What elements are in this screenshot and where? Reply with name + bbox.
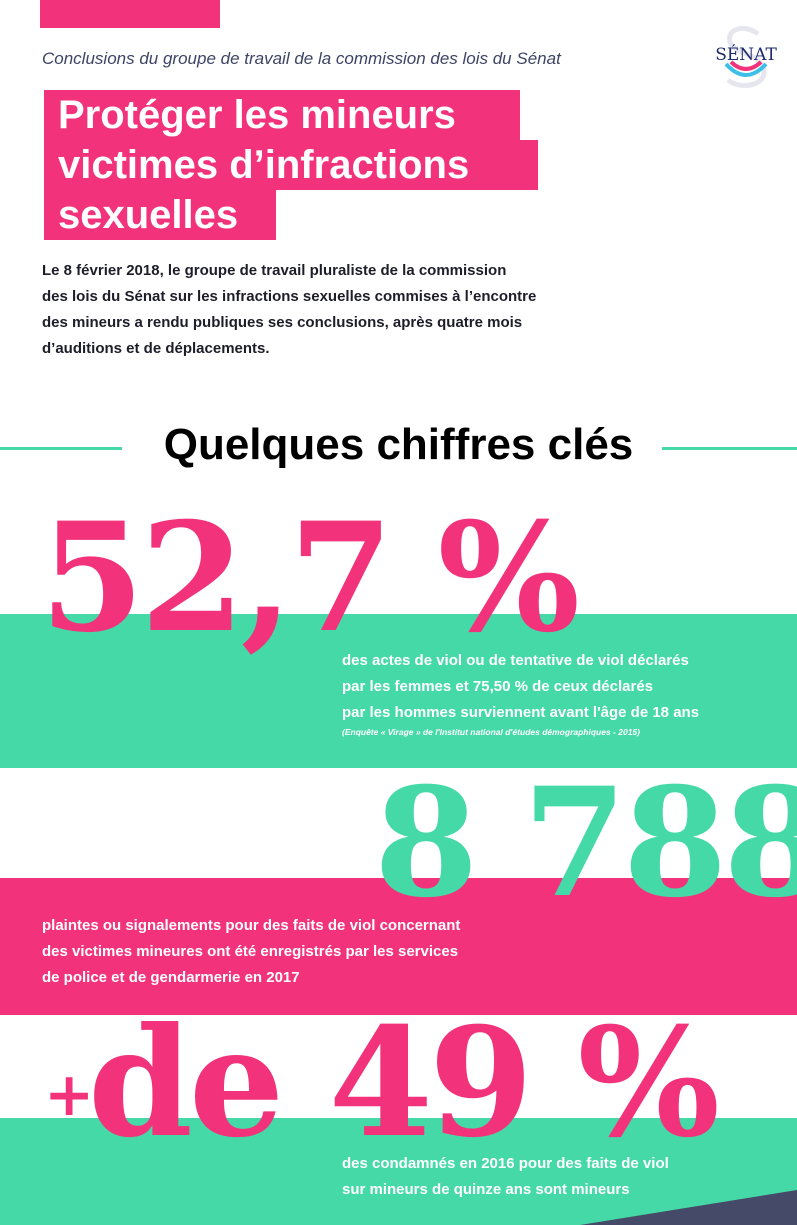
stat-3-band [0, 1118, 797, 1225]
stat-3-prefix: + [44, 1060, 95, 1130]
heading-rule-right [662, 447, 797, 450]
intro-paragraph: Le 8 février 2018, le groupe de travail … [42, 258, 536, 362]
heading-rule-left [0, 447, 122, 450]
stat-2-band [0, 878, 797, 1015]
stat-2-line: de police et de gendarmerie en 2017 [42, 969, 300, 986]
stat-2-line: plaintes ou signalements pour des faits … [42, 917, 461, 934]
subtitle: Conclusions du groupe de travail de la c… [42, 49, 561, 68]
stat-3-value: de 49 % [88, 995, 720, 1171]
top-accent-bar [40, 0, 220, 28]
stat-2-text: plaintes ou signalements pour des faits … [42, 913, 460, 991]
stat-3-text: des condamnés en 2016 pour des faits de … [342, 1151, 669, 1203]
svg-text:SÉNAT: SÉNAT [715, 44, 777, 65]
intro-line: d’auditions et de déplacements. [42, 340, 270, 357]
intro-line: Le 8 février 2018, le groupe de travail … [42, 262, 507, 279]
stat-3-line: sur mineurs de quinze ans sont mineurs [342, 1181, 630, 1198]
title-line-3: sexuelles [44, 190, 276, 240]
stat-1-source: (Enquête « Virage » de l'Institut nation… [342, 727, 640, 737]
intro-line: des lois du Sénat sur les infractions se… [42, 288, 537, 305]
senat-logo-icon: SÉNAT [715, 25, 777, 88]
section-heading: Quelques chiffres clés [163, 420, 634, 469]
stat-1-band [0, 614, 797, 768]
stat-1-line: par les hommes surviennent avant l'âge d… [342, 704, 700, 721]
title-line-1: Protéger les mineurs [44, 90, 520, 140]
title-line-2: victimes d’infractions [44, 140, 538, 190]
stat-1-value: 52,7 % [40, 490, 580, 666]
stat-2-value: 8 788 [374, 755, 797, 931]
intro-line: des mineurs a rendu publiques ses conclu… [42, 314, 523, 331]
stat-1-text: des actes de viol ou de tentative de vio… [342, 648, 699, 738]
stat-1-line: par les femmes et 75,50 % de ceux déclar… [342, 678, 654, 695]
stat-1-line: des actes de viol ou de tentative de vio… [342, 652, 689, 669]
stat-3-line: des condamnés en 2016 pour des faits de … [342, 1155, 669, 1172]
senat-logo: SÉNAT [706, 24, 786, 94]
stat-2-line: des victimes mineures ont été enregistré… [42, 943, 459, 960]
